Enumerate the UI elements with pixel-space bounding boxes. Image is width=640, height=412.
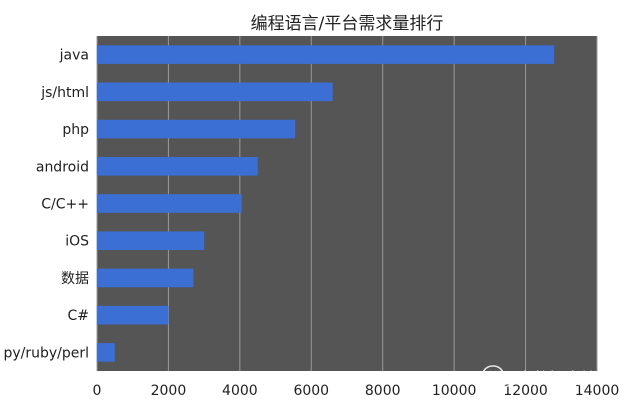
x-tick-label: 6000 (293, 383, 329, 399)
x-tick-label: 0 (93, 383, 102, 399)
bar-5 (97, 231, 205, 251)
x-tick-label: 12000 (503, 383, 548, 399)
bar-4 (97, 194, 242, 213)
bar-8 (97, 343, 115, 362)
x-tick-label: 2000 (151, 383, 187, 399)
x-tick-label: 10000 (432, 383, 477, 399)
y-tick-label: C/C++ (41, 197, 89, 213)
y-axis-labels: java js/html php android C/C++ iOS 数据 C# py/ruby… (3, 48, 89, 362)
bar-1 (97, 82, 333, 102)
x-tick-label: 8000 (365, 383, 401, 399)
y-tick-label: android (36, 159, 89, 175)
y-tick-label: js/html (40, 85, 89, 101)
bar-0 (97, 45, 555, 64)
y-tick-label: C# (67, 308, 89, 324)
y-tick-label: iOS (65, 234, 89, 250)
bar-7 (97, 305, 169, 325)
bar-3 (97, 156, 258, 176)
y-tick-label: php (62, 122, 89, 138)
y-tick-label: py/ruby/perl (3, 345, 89, 361)
y-tick-label: 数据 (61, 271, 89, 287)
x-tick-label: 4000 (222, 383, 258, 399)
bars (97, 45, 555, 362)
x-axis-labels: 0 2000 4000 6000 8000 10000 12000 14000 (93, 383, 620, 399)
bar-2 (97, 119, 296, 139)
wechat-icon (482, 365, 514, 388)
watermark-text: 大数据文摘 (517, 369, 597, 388)
watermark: 大数据文摘 (482, 365, 597, 388)
bar-6 (97, 268, 194, 288)
y-tick-label: java (59, 48, 89, 64)
chart-title: 编程语言/平台需求量排行 (251, 14, 444, 34)
x-tick-label: 14000 (575, 383, 620, 399)
